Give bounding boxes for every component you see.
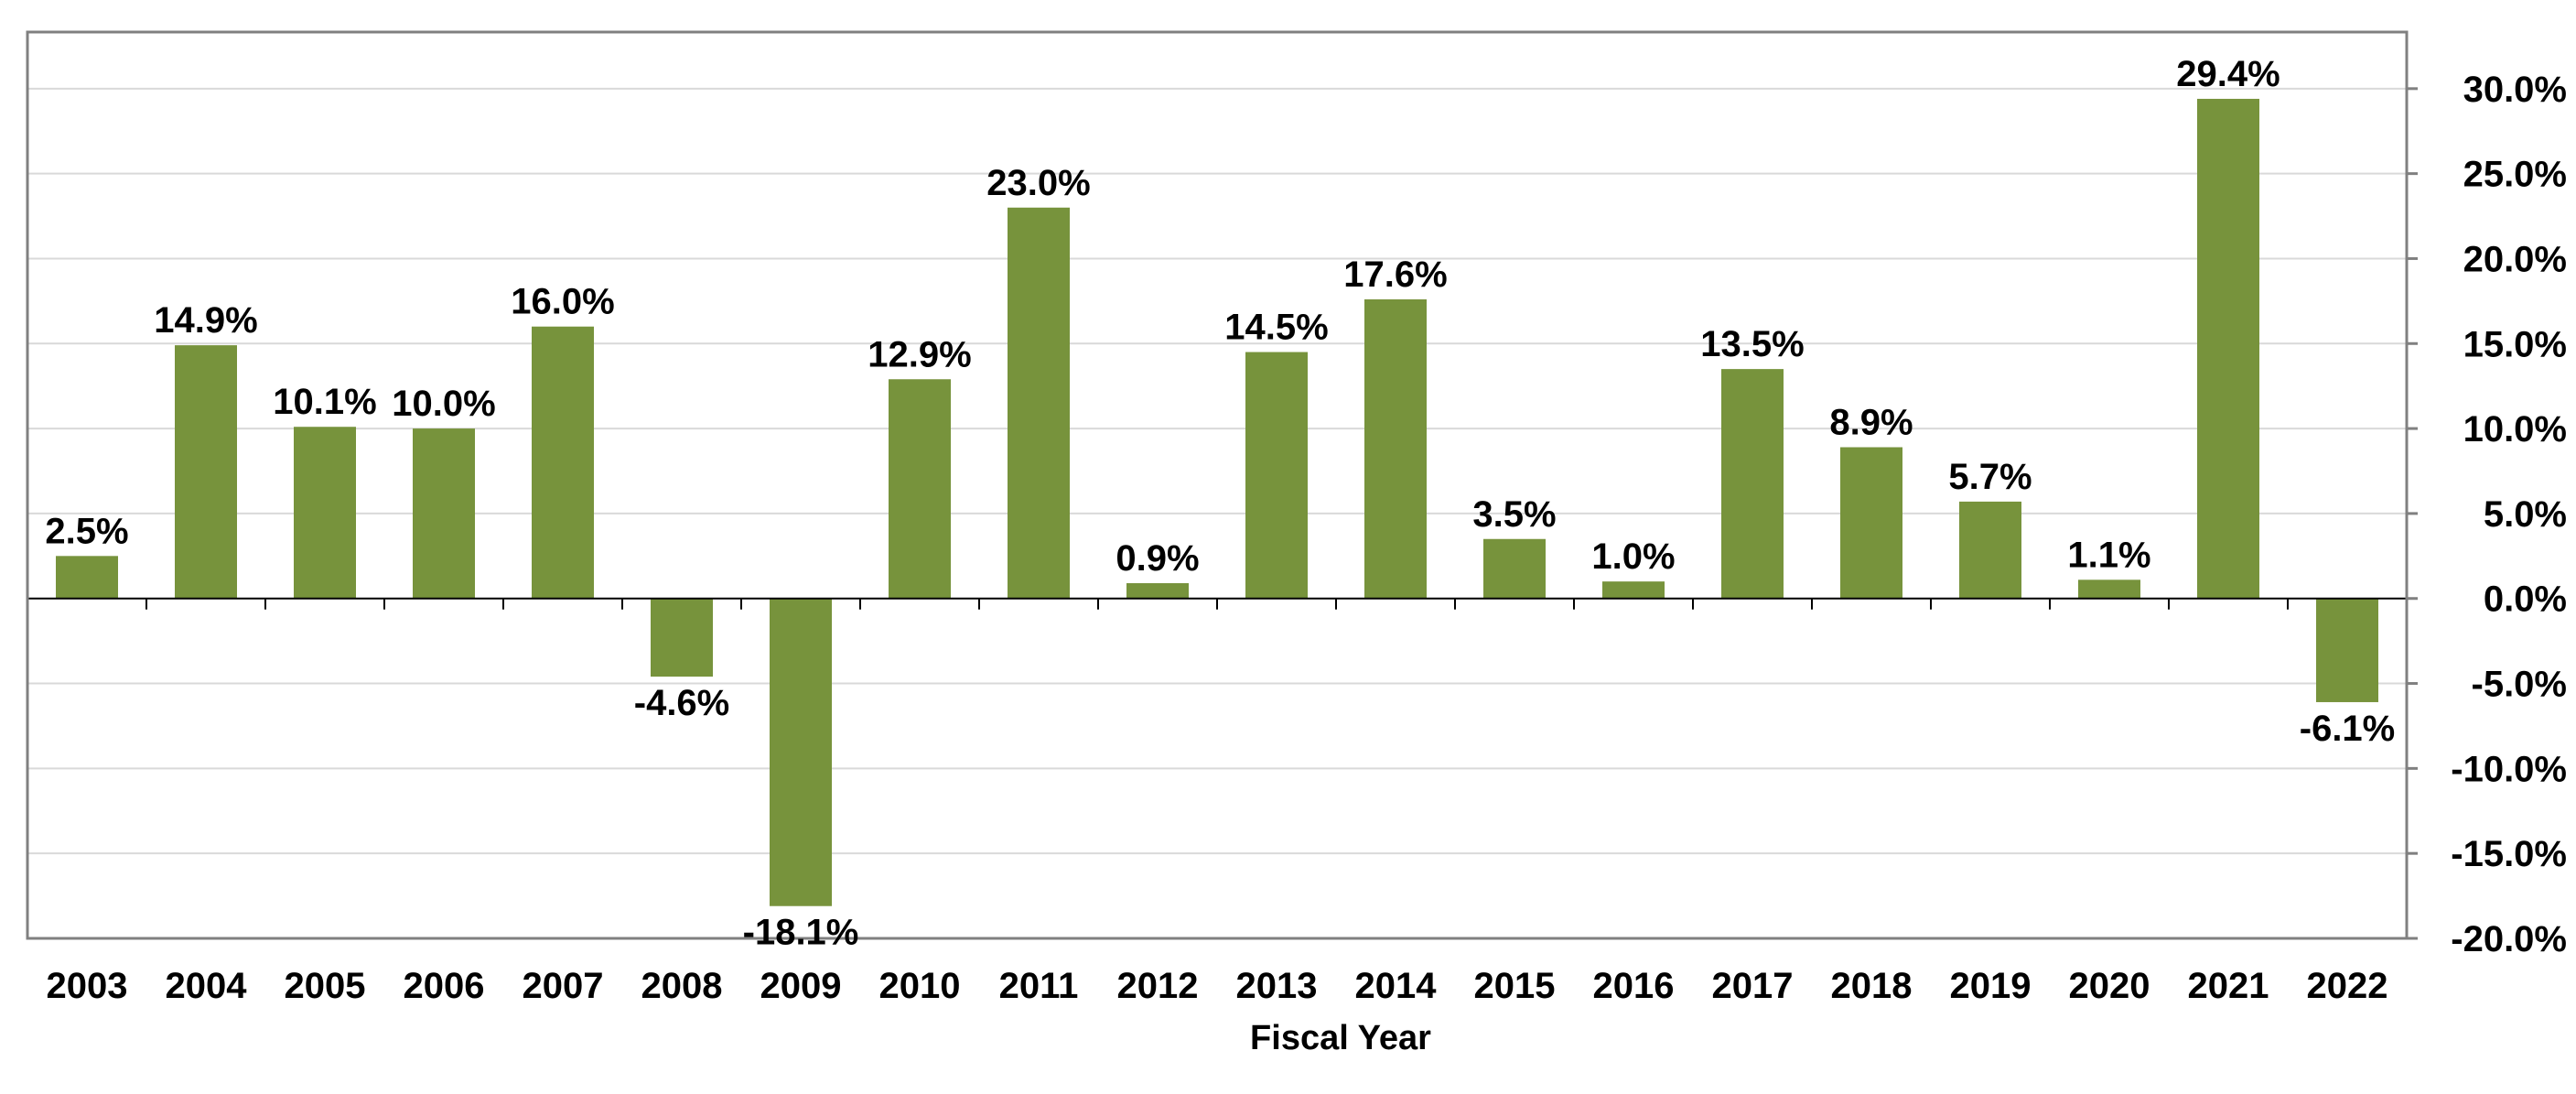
bar-2013	[1245, 352, 1308, 599]
data-label-2012: 0.9%	[1116, 538, 1199, 579]
data-label-2021: 29.4%	[2176, 54, 2280, 94]
x-tick-label-2022: 2022	[2307, 966, 2388, 1006]
data-label-2013: 14.5%	[1224, 308, 1328, 348]
x-tick-label-2021: 2021	[2188, 966, 2269, 1006]
x-tick-label-2006: 2006	[404, 966, 485, 1006]
y-tick-label-7: -5.0%	[2472, 665, 2568, 705]
data-label-2022: -6.1%	[2300, 709, 2396, 749]
data-labels: 2.5% 2003 14.9% 2004 10.1% 2005 10.0% 2006 16.0%…	[45, 54, 2395, 1006]
bar-2017	[1721, 369, 1784, 599]
x-tick-label-2015: 2015	[1474, 966, 1556, 1006]
data-label-2009: -18.1%	[743, 913, 859, 953]
bar-2006	[413, 428, 475, 599]
x-tick-label-2007: 2007	[523, 966, 604, 1006]
x-tick-label-2012: 2012	[1117, 966, 1199, 1006]
y-tick-label-0: 30.0%	[2463, 70, 2567, 110]
data-label-2003: 2.5%	[45, 511, 128, 551]
bar-2008	[651, 598, 713, 677]
y-tick-label-6: 0.0%	[2484, 579, 2567, 620]
bar-2011	[1008, 207, 1070, 599]
x-tick-label-2017: 2017	[1712, 966, 1794, 1006]
bar-2003	[56, 556, 118, 599]
bar-2004	[175, 345, 237, 599]
bar-2022	[2316, 598, 2378, 702]
x-tick-label-2010: 2010	[879, 966, 961, 1006]
data-label-2010: 12.9%	[868, 334, 971, 374]
bar-2012	[1126, 583, 1189, 599]
data-label-2019: 5.7%	[1948, 457, 2032, 497]
bar-2007	[532, 326, 594, 599]
data-label-2014: 17.6%	[1343, 255, 1447, 295]
x-tick-label-2011: 2011	[999, 966, 1079, 1006]
y-tick-label-1: 25.0%	[2463, 155, 2567, 195]
x-axis-title: Fiscal Year	[1250, 1019, 1431, 1057]
y-tick-label-8: -10.0%	[2451, 749, 2567, 789]
data-label-2006: 10.0%	[392, 384, 495, 424]
x-tick-label-2018: 2018	[1831, 966, 1913, 1006]
data-label-2007: 16.0%	[511, 282, 614, 322]
x-tick-label-2003: 2003	[47, 966, 128, 1006]
x-tick-label-2020: 2020	[2069, 966, 2150, 1006]
bar-2016	[1602, 581, 1665, 599]
bar-2019	[1959, 501, 2021, 599]
bars	[56, 98, 2378, 906]
data-label-2008: -4.6%	[634, 683, 730, 723]
x-tick-label-2013: 2013	[1236, 966, 1318, 1006]
x-tick-label-2005: 2005	[285, 966, 366, 1006]
y-tick-label-3: 15.0%	[2463, 324, 2567, 364]
x-tick-label-2019: 2019	[1950, 966, 2032, 1006]
y-tick-label-5: 5.0%	[2484, 494, 2567, 535]
gridlines	[27, 87, 2407, 939]
y-tick-label-9: -15.0%	[2451, 834, 2567, 874]
data-label-2020: 1.1%	[2067, 535, 2150, 575]
data-label-2017: 13.5%	[1700, 324, 1804, 364]
bar-2005	[294, 427, 356, 599]
data-label-2004: 14.9%	[154, 300, 257, 341]
x-tick-label-2004: 2004	[166, 966, 248, 1006]
data-label-2016: 1.0%	[1591, 536, 1675, 577]
axes: 30.0% 25.0% 20.0% 15.0% 10.0% 5.0% 0.0% -5.0% -1…	[26, 30, 2568, 959]
bar-2021	[2197, 98, 2259, 599]
bar-2009	[770, 598, 832, 906]
bar-2020	[2078, 579, 2140, 599]
data-label-2015: 3.5%	[1472, 494, 1556, 535]
data-label-2018: 8.9%	[1829, 403, 1913, 443]
bar-2015	[1483, 538, 1546, 599]
bar-2010	[889, 379, 951, 599]
plot-frame	[26, 30, 2409, 940]
x-tick-label-2014: 2014	[1355, 966, 1438, 1006]
data-label-2011: 23.0%	[986, 163, 1090, 203]
y-tick-label-2: 20.0%	[2463, 239, 2567, 279]
y-tick-label-4: 10.0%	[2463, 409, 2567, 450]
bar-2018	[1840, 447, 1902, 599]
x-tick-label-2016: 2016	[1593, 966, 1675, 1006]
x-tick-label-2009: 2009	[760, 966, 842, 1006]
data-label-2005: 10.1%	[273, 382, 376, 422]
x-tick-label-2008: 2008	[641, 966, 723, 1006]
bar-2014	[1364, 299, 1427, 599]
y-tick-label-10: -20.0%	[2451, 919, 2567, 959]
